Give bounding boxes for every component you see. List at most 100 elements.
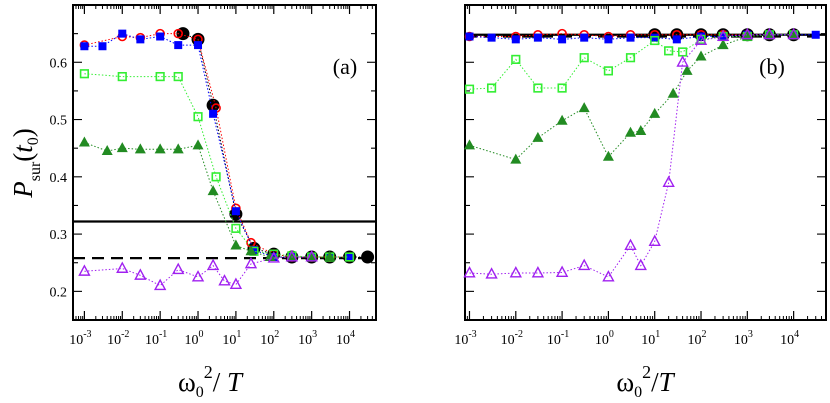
panel-a-data: 10-3 10-2 10-1 100 101 102 103 104 0.2 0.3 0.4 0.5 0… bbox=[50, 4, 376, 348]
data-point-triangle-filled-a bbox=[245, 245, 257, 256]
panel-b-data: 10-3 10-2 10-1 100 101 102 103 104 bbox=[454, 4, 826, 348]
data-point-square-open-a bbox=[211, 172, 221, 182]
data-point-square-filled-b bbox=[626, 33, 635, 42]
svg-text:ω02/ T: ω02/ T bbox=[178, 362, 244, 401]
data-point-triangle-open-b bbox=[648, 234, 661, 247]
data-point-square-filled-a bbox=[156, 32, 165, 41]
series-line-triangle-open-a bbox=[84, 256, 312, 287]
x-tick-label-a: 10-2 bbox=[107, 329, 129, 348]
data-point-triangle-open-b bbox=[662, 175, 675, 188]
data-point-square-filled-b bbox=[697, 32, 706, 41]
data-point-triangle-filled-b bbox=[681, 64, 693, 75]
x-tick-label-a: 104 bbox=[336, 329, 355, 348]
data-point-triangle-filled-b bbox=[602, 150, 614, 161]
data-point-square-open-b bbox=[677, 47, 688, 57]
data-point-square-filled-b bbox=[487, 33, 496, 42]
series-line-circle-open-a bbox=[84, 33, 350, 258]
data-point-square-open-b bbox=[464, 84, 475, 94]
panel-b-frame bbox=[464, 4, 827, 321]
data-point-triangle-open-a bbox=[206, 258, 220, 271]
data-point-triangle-open-b bbox=[602, 270, 615, 282]
x-tick-label-b: 100 bbox=[595, 329, 614, 348]
data-point-triangle-open-b bbox=[624, 238, 637, 251]
data-point-square-open-b bbox=[650, 35, 660, 46]
data-point-square-filled-a bbox=[249, 246, 258, 255]
data-point-square-open-b bbox=[486, 83, 497, 93]
data-point-triangle-filled-b bbox=[556, 114, 568, 125]
series-line-triangle-open-b bbox=[469, 34, 794, 278]
x-tick-label-b: 102 bbox=[688, 329, 707, 348]
data-point-square-open-a bbox=[117, 71, 127, 82]
data-point-square-filled-a bbox=[118, 29, 127, 38]
data-point-triangle-open-a bbox=[285, 250, 299, 262]
x-tick-label-a: 10-1 bbox=[145, 329, 167, 348]
data-point-square-open-b bbox=[625, 53, 636, 63]
data-point-triangle-filled-a bbox=[324, 251, 336, 261]
x-tick-label-a: 101 bbox=[222, 329, 241, 348]
data-point-square-filled-b bbox=[558, 35, 567, 44]
y-axis-title: Psur(t0) bbox=[8, 128, 44, 199]
data-point-triangle-filled-b bbox=[635, 125, 647, 135]
data-point-triangle-filled-b bbox=[695, 50, 707, 61]
panel-b: (b) bbox=[464, 4, 827, 321]
data-point-triangle-filled-a bbox=[306, 251, 318, 261]
data-point-triangle-open-b bbox=[676, 55, 689, 67]
data-point-triangle-filled-b bbox=[788, 28, 800, 39]
data-point-triangle-filled-b bbox=[717, 39, 729, 50]
data-point-triangle-open-b bbox=[694, 33, 708, 46]
data-point-square-open-a bbox=[344, 252, 355, 262]
data-point-triangle-open-a bbox=[267, 251, 280, 263]
y-tick-label: 0.3 bbox=[50, 228, 68, 243]
x-tick-label-b: 104 bbox=[780, 329, 799, 348]
data-point-triangle-filled-b bbox=[625, 126, 637, 137]
data-point-triangle-filled-a bbox=[172, 143, 184, 154]
data-point-triangle-open-b bbox=[485, 267, 498, 279]
data-point-triangle-open-a bbox=[191, 270, 205, 282]
x-tick-label-a: 10-3 bbox=[69, 329, 91, 348]
data-point-circle-filled-a bbox=[361, 250, 375, 264]
data-point-square-filled-b bbox=[672, 35, 681, 44]
data-point-triangle-filled-a bbox=[192, 139, 204, 150]
data-point-triangle-open-b bbox=[509, 266, 522, 278]
data-point-square-open-a bbox=[193, 112, 203, 122]
data-point-triangle-filled-a bbox=[207, 185, 219, 196]
data-point-square-open-a bbox=[79, 69, 90, 79]
data-point-triangle-open-a bbox=[305, 250, 318, 262]
data-point-triangle-filled-b bbox=[578, 102, 590, 113]
data-point-triangle-filled-a bbox=[78, 136, 90, 147]
data-point-square-filled-b bbox=[811, 30, 820, 39]
data-point-square-filled-a bbox=[98, 42, 107, 51]
data-point-triangle-open-b bbox=[578, 258, 591, 271]
data-point-triangle-open-a bbox=[229, 277, 243, 289]
data-point-square-filled-a bbox=[194, 41, 203, 50]
data-point-triangle-open-b bbox=[463, 266, 476, 278]
data-point-triangle-open-a bbox=[78, 264, 91, 276]
data-point-triangle-open-a bbox=[134, 268, 147, 280]
data-point-triangle-filled-a bbox=[286, 251, 298, 261]
data-point-square-open-b bbox=[579, 53, 589, 63]
data-point-square-open-a bbox=[155, 71, 165, 82]
data-point-triangle-open-a bbox=[172, 262, 185, 275]
data-point-triangle-filled-b bbox=[463, 139, 475, 150]
data-point-square-filled-b bbox=[650, 33, 659, 42]
series-line-square-open-b bbox=[469, 34, 794, 90]
x-tick-label-b: 10-1 bbox=[547, 329, 569, 348]
data-point-square-filled-a bbox=[345, 253, 354, 261]
data-point-square-open-b bbox=[664, 46, 674, 56]
data-point-square-filled-b bbox=[533, 33, 542, 42]
data-point-triangle-filled-b bbox=[649, 107, 661, 118]
data-point-square-filled-b bbox=[511, 35, 520, 44]
x-axis-title-b: ω02/T bbox=[616, 362, 675, 401]
data-point-triangle-filled-b bbox=[510, 153, 522, 164]
data-point-triangle-open-b bbox=[763, 27, 776, 40]
data-point-square-filled-a bbox=[80, 42, 89, 51]
data-point-triangle-open-a bbox=[116, 261, 129, 273]
x-tick-label-b: 101 bbox=[641, 329, 660, 348]
data-point-square-filled-a bbox=[136, 35, 145, 44]
data-point-triangle-filled-a bbox=[264, 251, 276, 261]
data-point-square-open-b bbox=[603, 66, 614, 76]
data-point-square-filled-b bbox=[604, 35, 613, 44]
data-point-square-open-a bbox=[173, 71, 183, 82]
data-point-square-open-b bbox=[511, 54, 521, 65]
x-tick-label-a: 100 bbox=[185, 329, 204, 348]
